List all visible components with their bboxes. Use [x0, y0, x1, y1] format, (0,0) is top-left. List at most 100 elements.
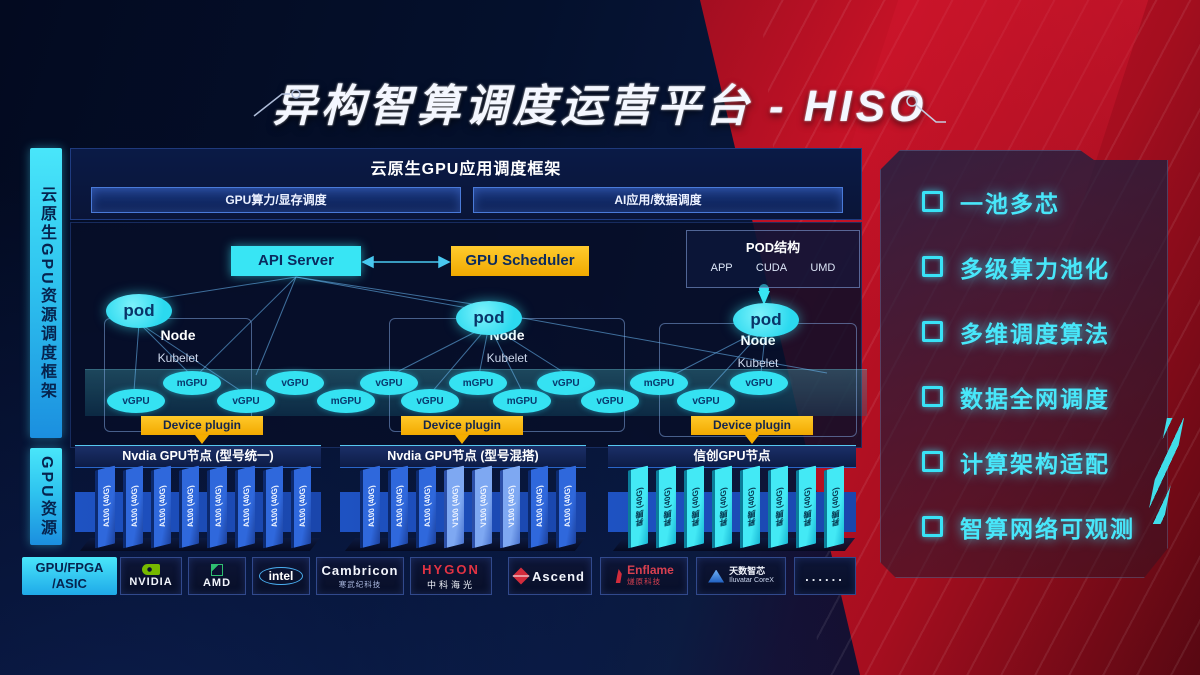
gpu-card: A100 (40G): [416, 465, 436, 549]
gpu-group-label: Nvdia GPU节点 (型号混搭): [340, 446, 586, 467]
gpu-group-label: Nvdia GPU节点 (型号统一): [75, 446, 321, 467]
gpu-card: V100 (40G): [500, 465, 520, 549]
gpu-card-label: A100 (40G): [158, 484, 167, 529]
gpu-card-label: A100 (40G): [214, 484, 223, 529]
gpu-card: 昇腾 (40G): [684, 465, 704, 549]
gpu-unit-ellipse: vGPU: [581, 389, 639, 413]
device-plugin-box: Device plugin: [141, 416, 263, 444]
gpu-card-label: 昇腾 (40G): [719, 486, 728, 528]
gpu-group-label: 信创GPU节点: [608, 446, 856, 467]
gpu-group-mixed: Nvdia GPU节点 (型号混搭) A100 (40G) A100 (40G) A…: [340, 446, 586, 558]
gpu-card-label: A100 (40G): [102, 484, 111, 529]
feature-item: 计算架构适配: [880, 429, 1168, 494]
vendor-subname: Iluvatar CoreX: [729, 577, 774, 584]
bar-ai-data-scheduling: AI应用/数据调度: [473, 187, 843, 213]
gpu-unit-ellipse: vGPU: [730, 371, 788, 395]
gpu-group-platform: [612, 538, 856, 551]
gpu-card-label: V100 (40G): [507, 484, 516, 529]
gpu-card-label: V100 (40G): [479, 484, 488, 529]
framework-header-panel: 云原生GPU应用调度框架 GPU算力/显存调度 AI应用/数据调度: [70, 148, 862, 220]
gpu-card: A100 (40G): [179, 465, 199, 549]
sidebar-framework-label: 云原生GPU资源调度框架: [30, 148, 62, 438]
scheduler-diagram-panel: API Server GPU Scheduler POD结构 APP CUDA UM…: [70, 222, 867, 448]
feature-label: 数据全网调度: [960, 385, 1110, 412]
gpu-card-label: 昇腾 (40G): [803, 486, 812, 528]
gpu-card-label: 昇腾 (40G): [747, 486, 756, 528]
gpu-card-label: 昇腾 (40G): [831, 486, 840, 528]
gpu-card: 昇腾 (40G): [740, 465, 760, 549]
kubelet-label: Kubelet: [737, 356, 779, 370]
gpu-unit-ellipse: mGPU: [630, 371, 688, 395]
checkbox-bullet-icon: [922, 386, 943, 407]
framework-header-title: 云原生GPU应用调度框架: [370, 161, 562, 178]
gpu-card-label: A100 (40G): [298, 484, 307, 529]
gpu-card: 昇腾 (40G): [656, 465, 676, 549]
gpu-group-domestic: 信创GPU节点 昇腾 (40G) 昇腾 (40G) 昇腾 (40G) 昇腾 (40G)…: [608, 446, 856, 558]
checkbox-bullet-icon: [922, 321, 943, 342]
pod-structure-items: APP CUDA UMD: [687, 262, 859, 274]
vendor-name: Cambricon: [321, 562, 399, 578]
gpu-card-label: 昇腾 (40G): [635, 486, 644, 528]
gpu-card: V100 (40G): [444, 465, 464, 549]
vendor-subname: 中科海光: [426, 579, 475, 590]
vendor-more-dots: ......: [805, 568, 845, 584]
features-panel: 一池多芯 多级算力池化 多维调度算法 数据全网调度 计算架构适配 智算网络可观测: [880, 150, 1168, 578]
checkbox-bullet-icon: [922, 516, 943, 537]
feature-label: 多级算力池化: [960, 255, 1110, 282]
vendor-name: NVIDIA: [129, 576, 173, 588]
pod-ellipse: pod: [733, 303, 799, 337]
node-label: Node: [160, 327, 196, 343]
gpu-unit-ellipse: vGPU: [266, 371, 324, 395]
gpu-card: A100 (40G): [235, 465, 255, 549]
checkbox-bullet-icon: [922, 256, 943, 277]
gpu-card-label: 昇腾 (40G): [663, 486, 672, 528]
sidebar-chip-types-label: GPU/FPGA /ASIC: [22, 557, 117, 595]
ascend-logo-icon: [512, 567, 530, 585]
vendor-nvidia: NVIDIA: [120, 557, 182, 595]
device-plugin-box: Device plugin: [691, 416, 813, 444]
enflame-logo-icon: [615, 569, 622, 583]
gpu-unit-ellipse: vGPU: [677, 389, 735, 413]
node-box-2: Node Kubelet: [389, 318, 625, 432]
gpu-card: A100 (40G): [263, 465, 283, 549]
gpu-card-label: V100 (40G): [451, 484, 460, 529]
iluvatar-logo-icon: [708, 569, 725, 583]
gpu-card: V100 (40G): [472, 465, 492, 549]
vendor-name: AMD: [202, 576, 232, 589]
pod-ellipse: pod: [106, 294, 172, 328]
feature-label: 智算网络可观测: [960, 515, 1135, 542]
gpu-card-label: A100 (40G): [423, 484, 432, 529]
vendor-ascend: Ascend: [508, 557, 592, 595]
checkbox-bullet-icon: [922, 191, 943, 212]
gpu-card: 昇腾 (40G): [712, 465, 732, 549]
gpu-unit-ellipse: mGPU: [163, 371, 221, 395]
gpu-card: A100 (40G): [291, 465, 311, 549]
gpu-card: A100 (40G): [123, 465, 143, 549]
feature-item: 多维调度算法: [880, 299, 1168, 364]
feature-item: 智算网络可观测: [880, 494, 1168, 559]
gpu-unit-ellipse: vGPU: [360, 371, 418, 395]
gpu-unit-ellipse: vGPU: [217, 389, 275, 413]
gpu-card: 昇腾 (40G): [768, 465, 788, 549]
gpu-card: A100 (40G): [388, 465, 408, 549]
vendor-cambricon: Cambricon 寒武纪科技: [316, 557, 404, 595]
vendor-name: 天数智芯: [729, 566, 766, 576]
gpu-unit-ellipse: vGPU: [107, 389, 165, 413]
vendor-name: Enflame: [627, 563, 674, 577]
gpu-unit-ellipse: mGPU: [317, 389, 375, 413]
chip-label-line2: /ASIC: [52, 576, 87, 591]
gpu-card-label: A100 (40G): [395, 484, 404, 529]
gpu-group-platform: [79, 538, 321, 551]
gpu-card-label: 昇腾 (40G): [691, 486, 700, 528]
amd-logo-icon: [211, 563, 223, 576]
gpu-card: A100 (40G): [95, 465, 115, 549]
feature-item: 一池多芯: [880, 169, 1168, 234]
vendor-subname: 燧原科技: [627, 577, 662, 586]
intel-logo-icon: intel: [258, 567, 304, 585]
pod-ellipse: pod: [456, 301, 522, 335]
gpu-card: A100 (40G): [556, 465, 576, 549]
gpu-unit-ellipse: vGPU: [537, 371, 595, 395]
pod-structure-item: APP: [710, 262, 733, 274]
gpu-card-label: 昇腾 (40G): [775, 486, 784, 528]
